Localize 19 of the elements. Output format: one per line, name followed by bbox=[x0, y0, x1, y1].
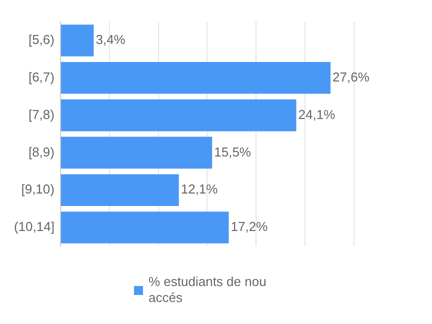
bar bbox=[60, 174, 179, 206]
y-tick-label: [9,10) bbox=[21, 182, 54, 197]
y-tick-label: [5,6) bbox=[28, 32, 54, 48]
y-tick-label: [7,8) bbox=[28, 106, 54, 122]
bar bbox=[60, 212, 229, 244]
bar bbox=[60, 62, 331, 94]
data-label: 24,1% bbox=[298, 106, 336, 122]
data-label: 12,1% bbox=[180, 182, 218, 197]
bar bbox=[60, 24, 94, 56]
data-label: 17,2% bbox=[230, 219, 268, 234]
bar bbox=[60, 99, 296, 132]
y-tick-label: [8,9) bbox=[28, 144, 54, 160]
data-label: 27,6% bbox=[332, 69, 370, 84]
data-label: 15,5% bbox=[214, 144, 252, 160]
data-label: 3,4% bbox=[96, 32, 126, 48]
y-tick-label: (10,14] bbox=[14, 219, 54, 234]
y-tick-label: [6,7) bbox=[28, 69, 54, 84]
bar bbox=[60, 136, 212, 169]
legend-label: % estudiants de nou accés bbox=[148, 274, 268, 306]
